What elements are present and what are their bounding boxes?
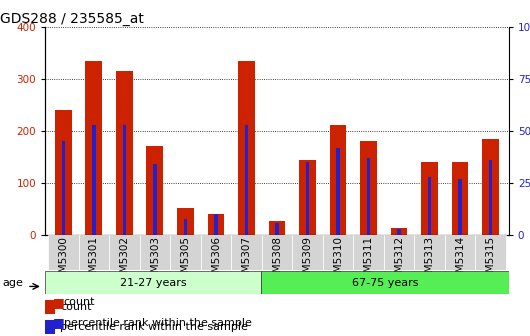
Text: GSM5311: GSM5311: [364, 236, 374, 286]
Bar: [45, 300, 55, 314]
Bar: [55, 110, 72, 235]
Text: GSM5314: GSM5314: [455, 236, 465, 286]
Bar: [445, 235, 475, 270]
Text: GSM5305: GSM5305: [180, 236, 190, 286]
Bar: [299, 160, 316, 235]
Bar: [238, 61, 255, 235]
Text: GSM5302: GSM5302: [119, 236, 129, 286]
Bar: [146, 145, 163, 235]
Bar: [139, 235, 170, 270]
Bar: [170, 235, 201, 270]
Bar: [414, 235, 445, 270]
Bar: [323, 235, 353, 270]
Text: age: age: [3, 278, 23, 288]
Bar: [78, 235, 109, 270]
Text: GSM5308: GSM5308: [272, 236, 282, 286]
Bar: [116, 71, 133, 235]
Text: percentile rank within the sample: percentile rank within the sample: [60, 322, 248, 332]
Text: ■: ■: [53, 316, 65, 329]
Bar: [109, 235, 139, 270]
Bar: [421, 162, 438, 235]
Bar: [92, 125, 96, 235]
Bar: [122, 125, 126, 235]
Bar: [306, 162, 310, 235]
Bar: [214, 214, 218, 235]
Bar: [244, 125, 248, 235]
Bar: [384, 235, 414, 270]
Bar: [489, 160, 492, 235]
Bar: [482, 139, 499, 235]
Text: GSM5301: GSM5301: [89, 236, 99, 286]
Text: GSM5310: GSM5310: [333, 236, 343, 286]
Text: count: count: [60, 302, 91, 312]
Bar: [360, 141, 377, 235]
Text: GSM5300: GSM5300: [58, 236, 68, 286]
Bar: [353, 235, 384, 270]
Text: GSM5307: GSM5307: [242, 236, 251, 286]
Bar: [45, 271, 261, 294]
Bar: [336, 148, 340, 235]
Bar: [397, 229, 401, 235]
Text: count: count: [64, 297, 95, 307]
Bar: [153, 164, 157, 235]
Bar: [177, 208, 194, 235]
Text: GSM5312: GSM5312: [394, 236, 404, 286]
Bar: [262, 235, 292, 270]
Bar: [330, 125, 346, 235]
Text: GDS288 / 235585_at: GDS288 / 235585_at: [0, 12, 144, 26]
Text: 67-75 years: 67-75 years: [352, 278, 418, 288]
Bar: [183, 218, 187, 235]
Bar: [367, 158, 370, 235]
Bar: [45, 320, 55, 334]
Text: 21-27 years: 21-27 years: [120, 278, 187, 288]
Text: GSM5315: GSM5315: [485, 236, 496, 286]
Bar: [452, 162, 469, 235]
Bar: [231, 235, 262, 270]
Bar: [201, 235, 231, 270]
Text: GSM5309: GSM5309: [303, 236, 312, 286]
Bar: [85, 61, 102, 235]
Bar: [428, 177, 431, 235]
Bar: [48, 235, 78, 270]
Text: GSM5306: GSM5306: [211, 236, 221, 286]
Text: GSM5313: GSM5313: [425, 236, 435, 286]
Text: GSM5303: GSM5303: [150, 236, 160, 286]
Bar: [61, 141, 65, 235]
Bar: [475, 235, 506, 270]
Bar: [458, 179, 462, 235]
Bar: [208, 214, 224, 235]
Bar: [269, 221, 285, 235]
Text: ■: ■: [53, 296, 65, 309]
Bar: [292, 235, 323, 270]
Bar: [391, 228, 408, 235]
Bar: [275, 223, 279, 235]
Bar: [261, 271, 509, 294]
Text: percentile rank within the sample: percentile rank within the sample: [64, 318, 251, 328]
